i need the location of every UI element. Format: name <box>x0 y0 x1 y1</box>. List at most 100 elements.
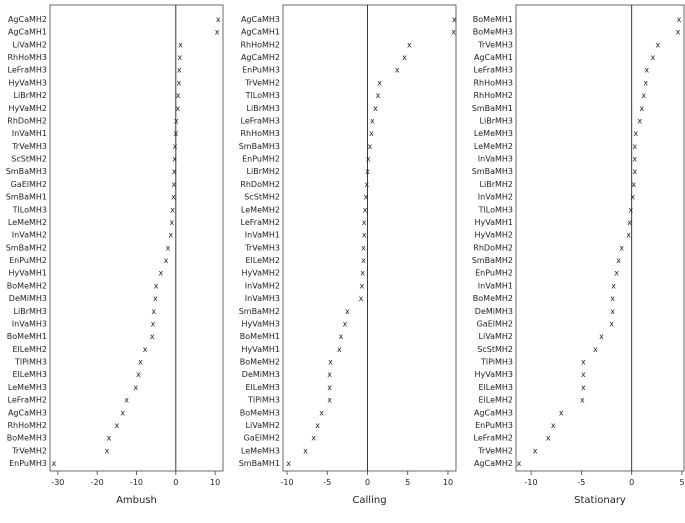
data-point: x <box>337 345 342 354</box>
category-label: RhHoMH3 <box>473 78 513 87</box>
data-point: x <box>632 142 637 151</box>
category-label: BoMeMH3 <box>473 28 513 37</box>
x-tick-label: 5 <box>405 478 410 487</box>
category-label: SmBaMH2 <box>239 307 280 316</box>
category-label: ScStMH2 <box>477 345 513 354</box>
data-point: x <box>452 15 457 24</box>
category-label: SmBaMH1 <box>239 459 280 468</box>
data-point: x <box>676 28 681 37</box>
data-point: x <box>173 129 178 138</box>
data-point: x <box>124 396 129 405</box>
category-label: LeFraMH2 <box>241 218 280 227</box>
category-label: ElLeMH3 <box>478 383 513 392</box>
category-label: AgCaMH2 <box>8 15 47 24</box>
data-point: x <box>610 294 615 303</box>
category-label: DeMiMH3 <box>475 307 513 316</box>
category-label: InVaMH2 <box>12 231 47 240</box>
category-label: LeMeMH3 <box>8 383 47 392</box>
data-point: x <box>632 155 637 164</box>
data-point: x <box>593 345 598 354</box>
data-point: x <box>170 218 175 227</box>
data-point: x <box>627 218 632 227</box>
category-label: ElLeMH2 <box>478 396 513 405</box>
x-tick-label: 0 <box>173 478 178 487</box>
data-point: x <box>631 180 636 189</box>
data-point: x <box>628 205 633 214</box>
data-point: x <box>339 332 344 341</box>
data-point: x <box>366 155 371 164</box>
data-point: x <box>546 434 551 443</box>
data-point: x <box>105 446 110 455</box>
category-label: HyVaMH2 <box>474 231 513 240</box>
category-label: LeMeMH2 <box>8 218 47 227</box>
category-label: LiVaMH2 <box>13 40 47 49</box>
data-point: x <box>177 66 182 75</box>
category-label: AgCaMH2 <box>241 53 280 62</box>
data-point: x <box>362 231 367 240</box>
data-point: x <box>114 421 119 430</box>
data-point: x <box>171 180 176 189</box>
data-point: x <box>559 408 564 417</box>
data-point: x <box>370 116 375 125</box>
panel-0: -30 -20 -10 0 10 Ambush AgCaMH2 x AgCaMH1 x LiVaMH… <box>6 4 224 506</box>
data-point: x <box>402 53 407 62</box>
data-point: x <box>172 167 177 176</box>
plot-frame <box>49 4 224 472</box>
category-label: LeMeMH2 <box>241 205 280 214</box>
data-point: x <box>328 358 333 367</box>
category-label: AgCaMH3 <box>241 15 280 24</box>
category-label: LiBrMH2 <box>480 180 513 189</box>
category-label: LiBrMH3 <box>247 104 280 113</box>
category-label: RhHoMH2 <box>473 91 513 100</box>
x-tick-label: 5 <box>679 478 684 487</box>
data-point: x <box>616 256 621 265</box>
data-point: x <box>311 434 316 443</box>
data-point: x <box>303 446 308 455</box>
data-point: x <box>359 281 364 290</box>
data-point: x <box>174 116 179 125</box>
x-tick-label: -5 <box>323 478 331 487</box>
category-label: RhDoMH2 <box>473 243 513 252</box>
category-label: InVaMH3 <box>478 155 513 164</box>
x-tick-label: 0 <box>365 478 370 487</box>
data-point: x <box>639 104 644 113</box>
category-label: LiVaMH2 <box>479 332 513 341</box>
x-tick-label: 10 <box>443 478 453 487</box>
category-label: LeMeMH2 <box>474 142 513 151</box>
data-point: x <box>151 319 156 328</box>
category-label: TrVeMH3 <box>244 243 280 252</box>
category-label: InVaMH1 <box>245 231 280 240</box>
data-point: x <box>632 167 637 176</box>
data-point: x <box>286 459 291 468</box>
category-label: AgCaMH3 <box>8 408 47 417</box>
category-label: LiBrMH3 <box>480 116 513 125</box>
category-label: TrVeMH2 <box>477 446 513 455</box>
category-label: EnPuMH2 <box>242 155 280 164</box>
category-label: LeMeMH3 <box>474 129 513 138</box>
category-label: DeMiMH3 <box>9 294 47 303</box>
data-point: x <box>327 396 332 405</box>
category-label: HyVaMH3 <box>241 319 280 328</box>
category-label: BoMeMH3 <box>7 434 47 443</box>
x-tick-label: 10 <box>210 478 220 487</box>
data-point: x <box>107 434 112 443</box>
x-axis-label: Stationary <box>574 495 626 506</box>
data-point: x <box>365 167 370 176</box>
data-point: x <box>599 332 604 341</box>
category-label: GaElMH2 <box>11 180 47 189</box>
data-point: x <box>655 40 660 49</box>
category-label: RhHoMH3 <box>7 53 47 62</box>
category-label: LeFraMH3 <box>8 66 47 75</box>
category-label: HyVaMH1 <box>474 218 513 227</box>
category-label: EnPuMH3 <box>242 66 280 75</box>
category-label: TrVeMH2 <box>244 78 280 87</box>
data-point: x <box>52 459 57 468</box>
data-point: x <box>360 269 365 278</box>
category-label: InVaMH2 <box>478 193 513 202</box>
data-point: x <box>377 78 382 87</box>
category-label: GaElMH2 <box>244 434 280 443</box>
data-point: x <box>361 256 366 265</box>
category-label: LeFraMH3 <box>474 66 513 75</box>
category-label: TrVeMH3 <box>477 40 513 49</box>
